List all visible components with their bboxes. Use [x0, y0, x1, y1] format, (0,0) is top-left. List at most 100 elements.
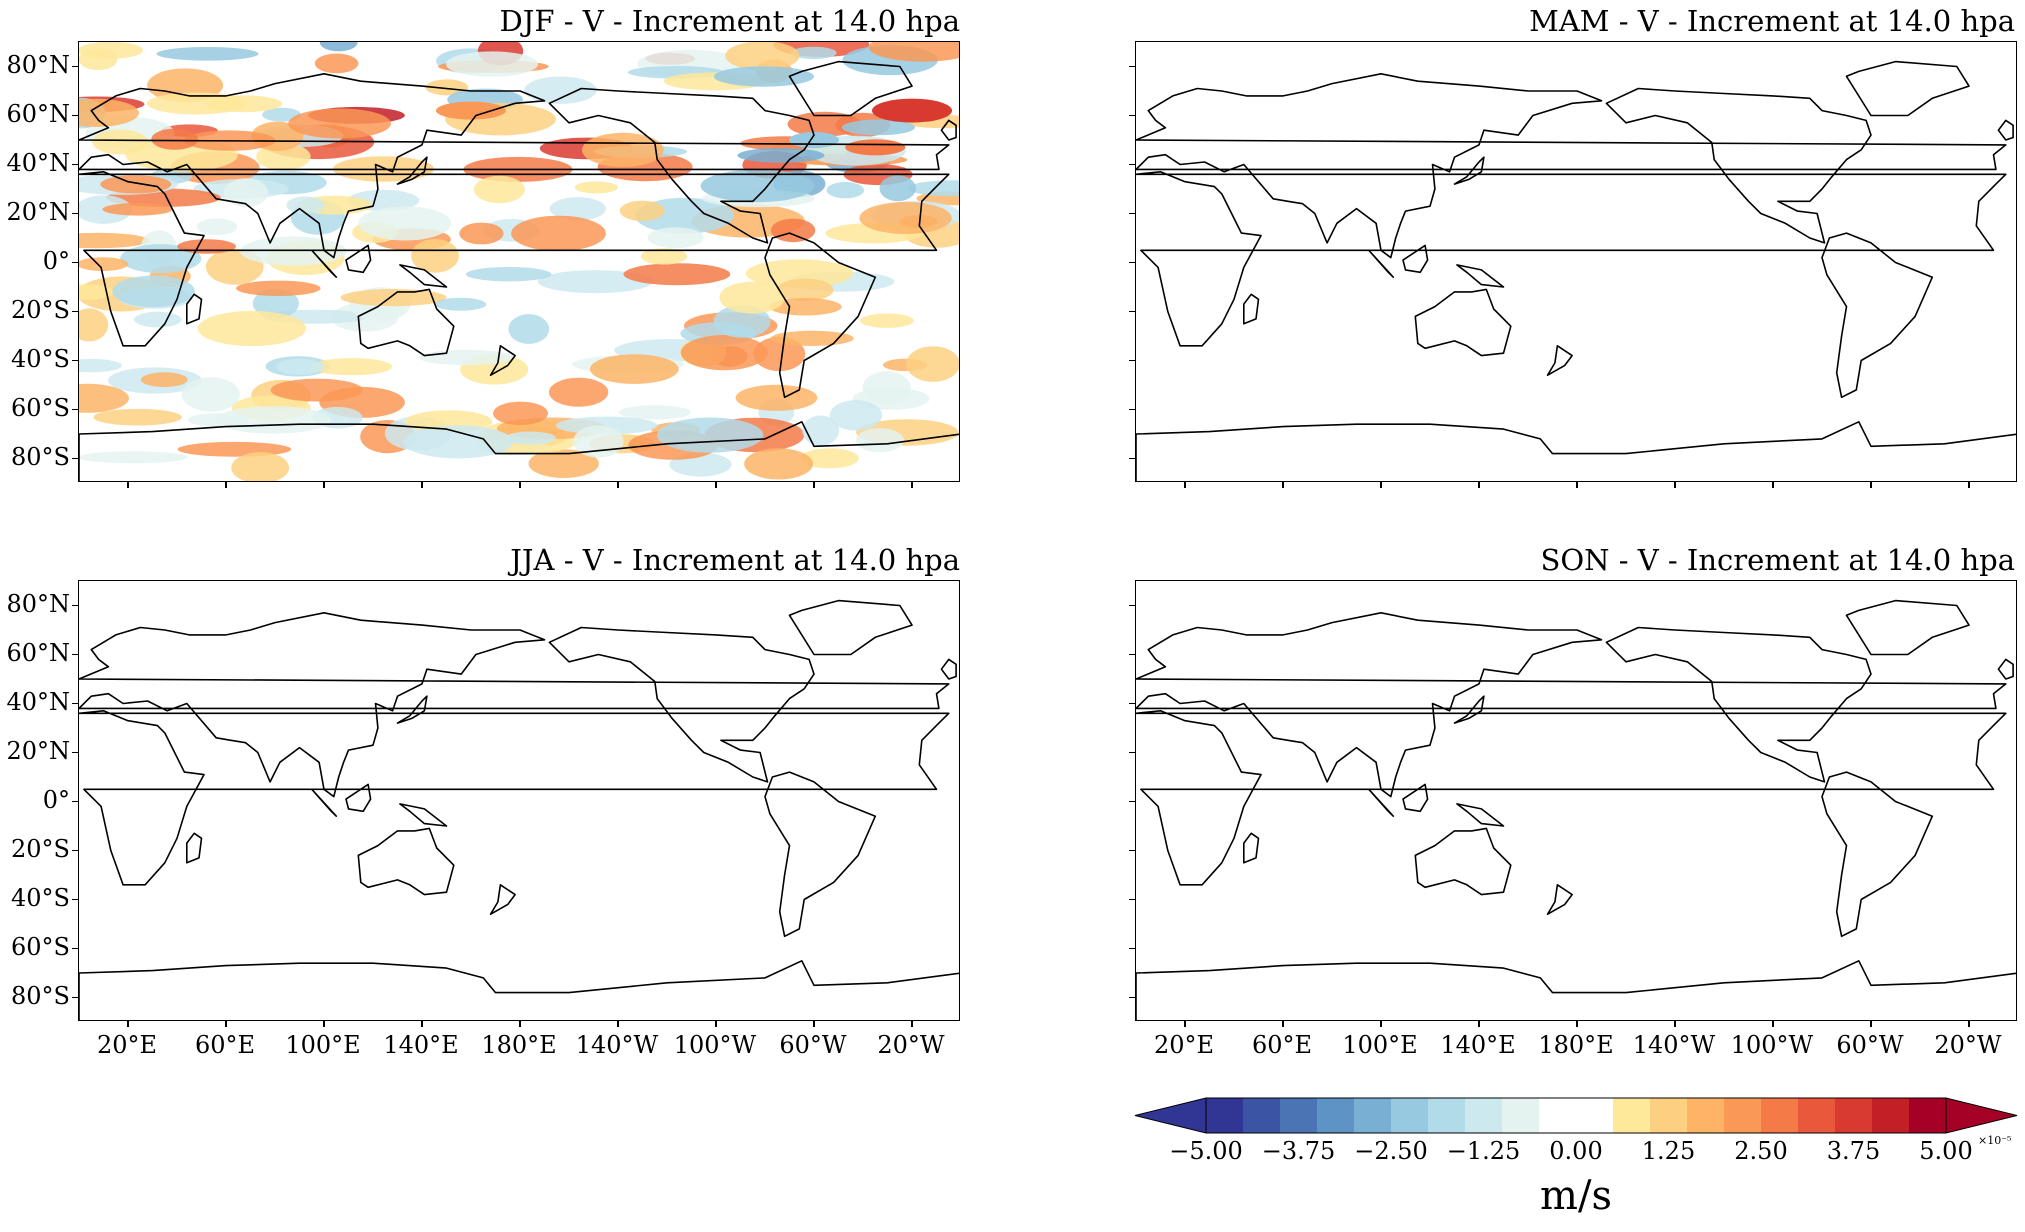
coastline: [311, 788, 338, 817]
coastline: [79, 73, 950, 259]
latitude-tick-label: 20°N: [6, 197, 70, 226]
field-blob: [574, 181, 618, 194]
coastline: [1453, 695, 1485, 724]
field-blob: [473, 175, 525, 204]
lon-tick: [1380, 482, 1382, 488]
field-blob: [508, 314, 550, 344]
latitude-tick-label: 80°S: [11, 981, 70, 1010]
coastline: [489, 345, 516, 376]
field-blob: [713, 66, 815, 87]
latitude-tick-label: 60°S: [11, 932, 70, 961]
lon-tick: [421, 482, 423, 488]
lat-tick: [1129, 751, 1135, 753]
lat-tick: [72, 65, 78, 67]
lat-tick: [72, 751, 78, 753]
lon-tick: [323, 482, 325, 488]
coastline: [79, 960, 959, 1020]
field-blob: [656, 417, 764, 453]
longitude-tick-label: 140°W: [1632, 1031, 1716, 1059]
lon-tick: [519, 482, 521, 488]
field-blob: [177, 239, 236, 254]
field-blob: [196, 218, 238, 236]
field-blob: [340, 289, 447, 307]
lon-tick: [715, 482, 717, 488]
colorbar-segment: [1391, 1098, 1429, 1133]
field-blob: [100, 175, 172, 194]
colorbar-segment: [1724, 1098, 1762, 1133]
colorbar-tick-label: −2.50: [1354, 1137, 1428, 1165]
colorbar-segment: [1465, 1098, 1503, 1133]
colorbar-segment: [1354, 1098, 1392, 1133]
field-blob: [907, 180, 959, 197]
field-blob: [906, 346, 959, 382]
map-panel-mam: [1135, 41, 2017, 482]
lon-tick: [323, 1021, 325, 1027]
field-blob: [120, 244, 202, 274]
coastline: [399, 264, 448, 288]
longitude-tick-label: 60°W: [779, 1031, 847, 1059]
longitude-tick-label: 140°E: [383, 1031, 459, 1059]
field-blob: [528, 449, 599, 478]
lat-tick: [1129, 653, 1135, 655]
colorbar-segment: [1280, 1098, 1318, 1133]
field-blob: [680, 335, 768, 371]
colorbar-segment: [1761, 1098, 1799, 1133]
lon-tick: [519, 1021, 521, 1027]
lat-tick: [72, 653, 78, 655]
field-blob: [288, 108, 391, 139]
coastline: [345, 244, 372, 274]
latitude-tick-label: 0°: [42, 785, 70, 814]
coastline: [1414, 288, 1512, 357]
field-blob: [524, 76, 597, 104]
lon-tick: [1674, 482, 1676, 488]
field-blob: [790, 46, 837, 60]
latitude-tick-label: 80°N: [6, 50, 70, 79]
lon-tick: [813, 1021, 815, 1027]
field-blob: [79, 308, 109, 342]
lat-tick: [72, 702, 78, 704]
coastline: [186, 832, 203, 864]
coastline: [1136, 73, 2007, 259]
lon-tick: [127, 1021, 129, 1027]
lon-tick: [1478, 1021, 1480, 1027]
coastline: [1546, 345, 1573, 376]
field-blob: [79, 257, 129, 271]
coastline: [1821, 771, 1934, 938]
coastline: [1136, 710, 2007, 886]
field-blob: [800, 448, 859, 469]
colorbar-tick-label: 0.00: [1549, 1137, 1603, 1165]
field-blob: [737, 148, 825, 163]
longitude-tick-label: 140°E: [1440, 1031, 1516, 1059]
lat-tick: [1129, 800, 1135, 802]
colorbar-tick-label: −1.25: [1446, 1137, 1521, 1165]
colorbar: [1134, 1097, 2018, 1134]
latitude-tick-label: 40°N: [6, 148, 70, 177]
lon-tick: [1576, 1021, 1578, 1027]
latitude-tick-label: 80°N: [6, 589, 70, 618]
field-blob: [777, 278, 834, 302]
lat-tick: [72, 898, 78, 900]
colorbar-segment: [1576, 1098, 1614, 1133]
colorbar-segment: [1872, 1098, 1910, 1133]
colorbar-tick-label: 5.00: [1919, 1137, 1973, 1165]
lon-tick: [1184, 1021, 1186, 1027]
longitude-tick-label: 60°E: [1251, 1031, 1313, 1059]
colorbar-under-extension: [1134, 1097, 1207, 1134]
coastline: [79, 421, 959, 481]
latitude-tick-label: 40°S: [11, 344, 70, 373]
field-blob: [134, 311, 182, 328]
field-blob: [841, 119, 916, 136]
field-blob: [223, 178, 269, 208]
lon-tick: [617, 482, 619, 488]
coastline: [396, 695, 428, 724]
coastline: [1243, 293, 1260, 325]
field-blob: [425, 79, 469, 96]
field-blob: [270, 378, 363, 402]
field-blob: [79, 383, 129, 413]
lon-tick: [1576, 482, 1578, 488]
lon-tick: [1968, 1021, 1970, 1027]
lat-tick: [1129, 65, 1135, 67]
coastline: [1546, 884, 1573, 915]
lon-tick: [1478, 482, 1480, 488]
field-blob: [829, 400, 883, 431]
